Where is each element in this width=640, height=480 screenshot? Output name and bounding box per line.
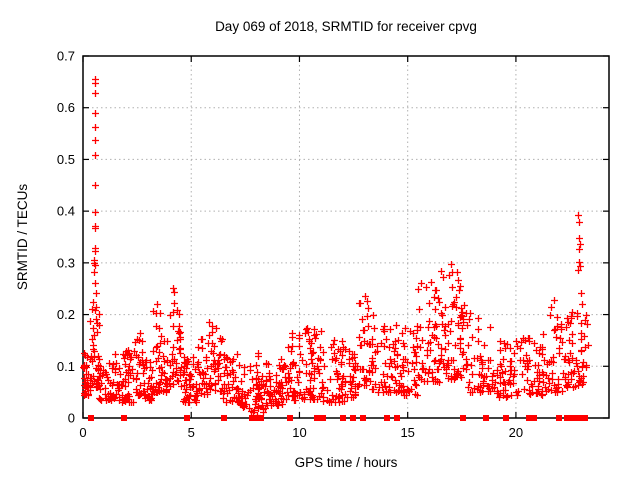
x-tick-label: 20 — [509, 425, 523, 440]
zero-square-markers — [88, 415, 588, 421]
y-tick-label: 0.6 — [57, 100, 75, 115]
x-tick-label: 0 — [79, 425, 86, 440]
data-points — [80, 76, 592, 421]
x-tick-label: 5 — [188, 425, 195, 440]
x-tick-label: 15 — [400, 425, 414, 440]
y-tick-label: 0.4 — [57, 204, 75, 219]
x-axis-label: GPS time / hours — [295, 455, 398, 470]
chart-title: Day 069 of 2018, SRMTID for receiver cpv… — [215, 19, 477, 34]
x-tick-label: 10 — [292, 425, 306, 440]
y-axis-label: SRMTID / TECUs — [15, 184, 30, 291]
plus-markers — [80, 76, 592, 419]
y-tick-label: 0.5 — [57, 152, 75, 167]
y-tick-label: 0.2 — [57, 307, 75, 322]
y-tick-label: 0.1 — [57, 359, 75, 374]
y-tick-label: 0.3 — [57, 255, 75, 270]
y-tick-label: 0 — [68, 411, 75, 426]
tick-labels: 0 5 10 15 20 0 0.1 0.2 0.3 0.4 0.5 0.6 0.7 — [57, 49, 523, 441]
y-tick-label: 0.7 — [57, 49, 75, 64]
